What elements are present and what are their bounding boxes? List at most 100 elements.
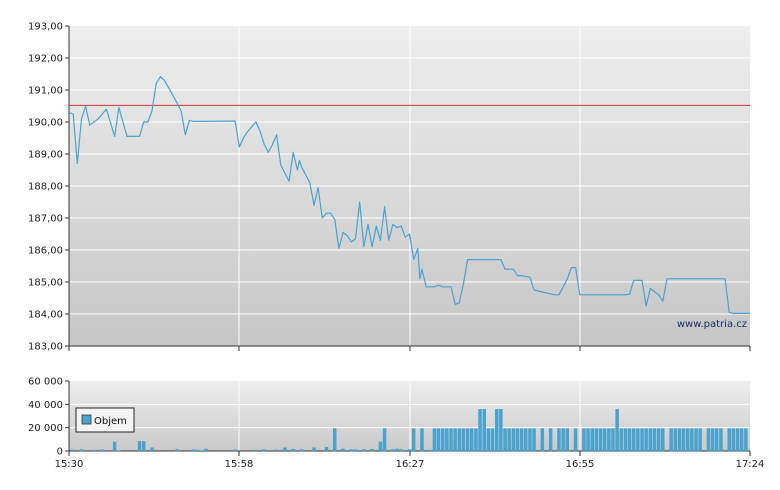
price-line [68,75,750,314]
price-y-tick-label: 186,00 [28,246,63,257]
volume-bar [407,449,412,452]
volume-bar [623,428,628,452]
volume-x-axis: 15:30 15:58 16:27 16:55 17:24 [55,451,765,470]
volume-bar [598,428,603,452]
volume-bar [324,446,329,451]
volume-bar [395,448,399,451]
volume-bar [557,428,561,452]
volume-bar [706,428,711,452]
volume-bar [698,428,702,452]
volume-bar [191,449,196,452]
volume-bar [619,428,623,452]
volume-bar [519,428,524,452]
volume-bar [478,409,482,451]
volume-bar [548,428,553,452]
volume-bar [528,428,532,452]
volume-bar [420,428,424,452]
volume-panel: 60 000 40 000 20 000 0 15:30 15:58 16:27 16:55… [28,377,764,471]
volume-bar [677,428,682,452]
volume-bar [582,428,586,452]
volume-bar [686,428,690,452]
volume-bar [299,449,304,452]
volume-bar [399,449,403,452]
x-tick-label: 17:24 [736,459,765,470]
volume-bar [499,409,503,451]
volume-bar [474,428,478,452]
price-y-tick-label: 183,00 [28,342,63,353]
volume-bar [233,449,237,451]
volume-bar [673,428,677,452]
volume-bar [100,449,104,451]
volume-bar [382,428,387,452]
volume-bar [735,428,740,452]
volume-bar [681,428,686,452]
watermark-text: www.patria.cz [677,319,747,330]
volume-bar [727,428,731,452]
volume-bar [565,428,569,452]
volume-bar [117,450,121,451]
volume-bar [449,428,453,452]
volume-bar [341,448,345,451]
volume-y-tick-label: 60 000 [28,377,63,388]
volume-bar [640,428,644,452]
volume-bar [142,441,146,451]
volume-bar [283,447,287,451]
volume-bar [524,428,528,452]
volume-bar [490,428,495,452]
volume-bar [648,428,653,452]
volume-bar [79,449,84,452]
volume-bar [511,428,516,452]
volume-bar [204,448,208,451]
volume-bar [370,448,374,451]
volume-bar [656,428,661,452]
volume-bar [441,428,445,452]
volume-bar [607,428,611,452]
volume-bar [590,428,594,452]
volume-bar [71,449,75,451]
volume-bar [602,428,607,452]
volume-bar [573,428,578,452]
price-y-tick-label: 189,00 [28,150,63,161]
volume-bar [739,428,744,452]
legend-label: Objem [94,416,127,427]
volume-bar [710,428,715,452]
volume-bar [661,428,665,452]
legend-swatch [81,414,92,425]
volume-bar [611,428,615,452]
volume-bar [586,428,590,452]
price-y-tick-label: 192,00 [28,54,63,65]
volume-bar [465,428,470,452]
volume-bar [503,428,507,452]
volume-bar [744,428,748,452]
volume-bar [470,428,474,452]
volume-bar [690,428,694,452]
price-y-tick-label: 193,00 [28,22,63,33]
volume-bar [731,428,736,452]
volume-bar [445,428,449,452]
volume-bar [112,441,117,451]
volume-bar [507,428,511,452]
volume-bar [652,428,657,452]
volume-bar [482,409,486,451]
x-tick-label: 16:55 [566,459,595,470]
volume-bar [175,449,179,452]
volume-bar [457,428,462,452]
volume-bar [254,449,258,451]
volume-bar [274,449,279,451]
price-y-tick-label: 187,00 [28,214,63,225]
volume-bar [436,428,441,452]
volume-bar [353,449,358,452]
x-tick-label: 16:27 [396,459,425,470]
volume-bar [719,428,723,452]
volume-bar [291,448,295,451]
price-y-axis: 193,00 192,00 191,00 190,00 189,00 188,00 187,… [28,22,69,353]
volume-bar [453,428,457,452]
volume-bar [594,428,599,452]
volume-bar [627,428,632,452]
volume-bar [362,449,366,452]
volume-bar [532,428,536,452]
price-y-tick-label: 191,00 [28,86,63,97]
volume-bar [349,449,354,452]
